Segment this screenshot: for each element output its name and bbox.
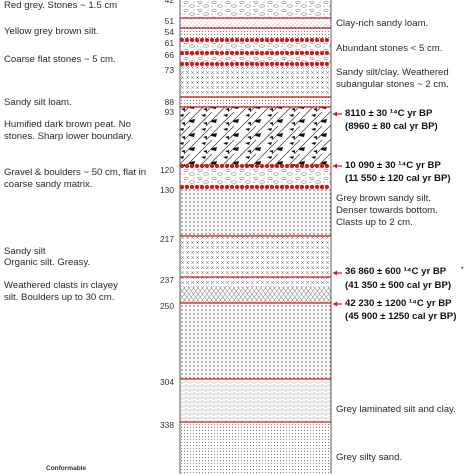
label-gravel-line-2: coarse sandy matrix. [4, 179, 93, 190]
depth-51: 51 [164, 16, 174, 26]
date-42230-calibrated: (45 900 ± 1250 cal yr BP) [345, 311, 457, 322]
label-gravel-line-1: Gravel & boulders ~ 50 cm, flat in [4, 167, 147, 178]
layer-abundant-stones [180, 40, 331, 53]
label-peat-line-2: stones. Sharp lower boundary. [4, 131, 134, 142]
layer-organic-silt [180, 277, 331, 287]
boundary-beaded [179, 184, 330, 190]
label-abundant-stones: Abundant stones < 5 cm. [336, 43, 443, 54]
label-red-grey-stones: Red grey. Stones ~ 1.5 cm [4, 0, 118, 11]
layer-laminated-silt-clay [180, 379, 331, 422]
depth-237: 237 [160, 275, 174, 285]
label-sandy-silt-clay-line-2: subangular stones ~ 2 cm. [336, 79, 449, 90]
date-sample-arrowhead [333, 270, 337, 276]
depth-88: 88 [164, 97, 174, 107]
depth-54: 54 [164, 27, 174, 37]
date-sample-arrowhead [333, 163, 337, 169]
depth-73: 73 [164, 65, 174, 75]
label-yellow-grey-brown-silt: Yellow grey brown silt. [4, 26, 99, 37]
layer-grey-silt [180, 303, 331, 379]
date-36860-calibrated: (41 350 ± 500 cal yr BP) [345, 280, 452, 291]
date-10090-radiocarbon: 10 090 ± 30 ¹⁴C yr BP [345, 160, 441, 171]
depth-66: 66 [164, 50, 174, 60]
layer-sandy-silt [180, 236, 331, 277]
date-8110-calibrated: (8960 ± 80 cal yr BP) [345, 121, 438, 132]
depth-42: 42 [164, 0, 174, 5]
date-36860-radiocarbon: 36 860 ± 600 ¹⁴C yr BP [345, 266, 447, 277]
date-10090-calibrated: (11 550 ± 120 cal yr BP) [345, 173, 451, 184]
date-8110-radiocarbon: 8110 ± 30 ¹⁴C yr BP [345, 108, 433, 119]
layer-sandy-silt-loam [180, 97, 331, 107]
layer-red-grey-stones [180, 0, 331, 18]
boundary-beaded [179, 163, 330, 169]
label-coarse-flat-stones: Coarse flat stones ~ 5 cm. [4, 54, 116, 65]
depth-304: 304 [160, 377, 174, 387]
label-organic-silt: Organic silt. Greasy. [4, 257, 91, 268]
label-clay-rich: Clay-rich sandy loam. [336, 18, 429, 29]
depth-93: 93 [164, 107, 174, 117]
boundary-beaded [179, 61, 330, 67]
label-silty-sand: Grey silty sand. [336, 452, 403, 463]
label-grey-brown-line-3: Clasts up to 2 cm. [336, 217, 413, 228]
label-conformable: Conformable [46, 465, 87, 472]
layer-yellow-grey-brown-silt [180, 28, 331, 40]
label-grey-brown-line-1: Grey brown sandy silt. [336, 193, 431, 204]
label-weathered-line-2: silt. Boulders up to 30 cm. [4, 292, 115, 303]
depth-338: 338 [160, 420, 174, 430]
layer-grey-silty-sand [180, 422, 331, 474]
depth-217: 217 [160, 234, 174, 244]
layer-gravel [180, 166, 331, 187]
label-sandy-silt-loam: Sandy silt loam. [4, 97, 72, 108]
depth-130: 130 [160, 185, 174, 195]
layer-sandy-silt-clay [180, 64, 331, 97]
label-laminated: Grey laminated silt and clay. [336, 404, 456, 415]
layer-coarse-flat-stones [180, 53, 331, 64]
date-42230-radiocarbon: 42 230 ± 1200 ¹⁴C yr BP [345, 298, 452, 309]
depth-120: 120 [160, 165, 174, 175]
label-grey-brown-line-2: Denser towards bottom. [336, 205, 438, 216]
depth-61: 61 [164, 38, 174, 48]
depth-250: 250 [160, 301, 174, 311]
layer-grey-brown-sandy-silt [180, 187, 331, 236]
boundary-beaded [179, 50, 330, 56]
date-sample-arrowhead [333, 301, 337, 307]
label-sandy-silt: Sandy silt [4, 246, 46, 257]
date-36860-note: * [461, 266, 464, 273]
boundary-beaded [179, 37, 330, 43]
layer-peat [180, 107, 331, 166]
layer-clay-rich [180, 18, 331, 28]
label-sandy-silt-clay-line-1: Sandy silt/clay. Weathered [336, 67, 449, 78]
layer-weathered-clasts [180, 287, 331, 303]
date-sample-arrowhead [333, 111, 337, 117]
label-weathered-line-1: Weathered clasts in clayey [4, 280, 118, 291]
label-peat-line-1: Humified dark brown peat. No [4, 119, 131, 130]
